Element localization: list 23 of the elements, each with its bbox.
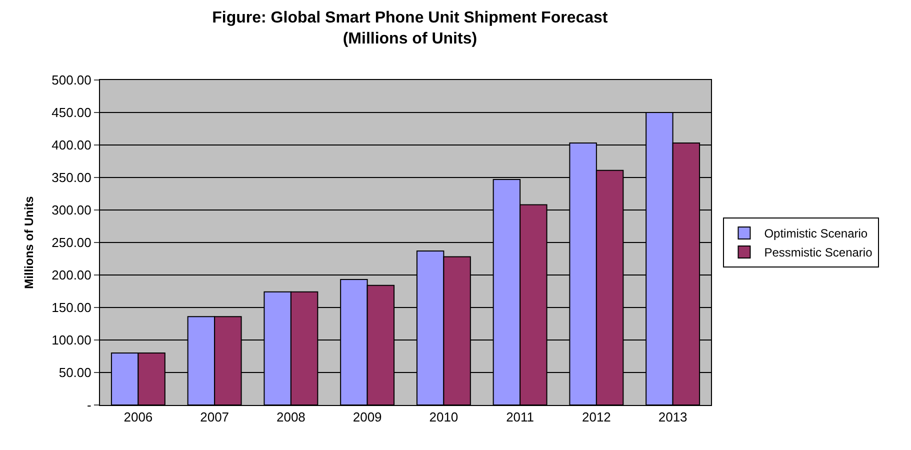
y-tick-label: 50.00 [58,365,92,380]
y-tick-label: 150.00 [52,300,92,316]
x-tick-label: 2013 [658,410,688,425]
y-tick-label: 400.00 [52,138,92,153]
y-tick-label: 200.00 [52,268,92,283]
y-tick-label: 300.00 [52,202,92,218]
legend-label: Optimistic Scenario [764,226,868,241]
x-tick-label: 2009 [352,410,382,425]
y-tick-label: - [87,398,92,413]
y-tick-label: 350.00 [52,170,92,186]
y-tick-label: 100.00 [52,332,92,348]
legend-label: Pessmistic Scenario [764,246,873,260]
y-tick-label: 500.00 [52,72,92,88]
x-tick-label: 2012 [582,410,611,425]
x-tick-label: 2010 [429,410,458,425]
x-tick-label: 2011 [506,410,534,425]
y-tick-label: 250.00 [52,235,92,250]
y-axis-title: Millions of Units [22,196,36,289]
x-tick-label: 2007 [200,410,230,425]
x-tick-label: 2006 [124,410,153,425]
chart-title: Figure: Global Smart Phone Unit Shipment Forecast (Millions of Units) [212,10,608,48]
x-tick-label: 2008 [276,410,306,425]
y-tick-label: 450.00 [52,105,92,120]
